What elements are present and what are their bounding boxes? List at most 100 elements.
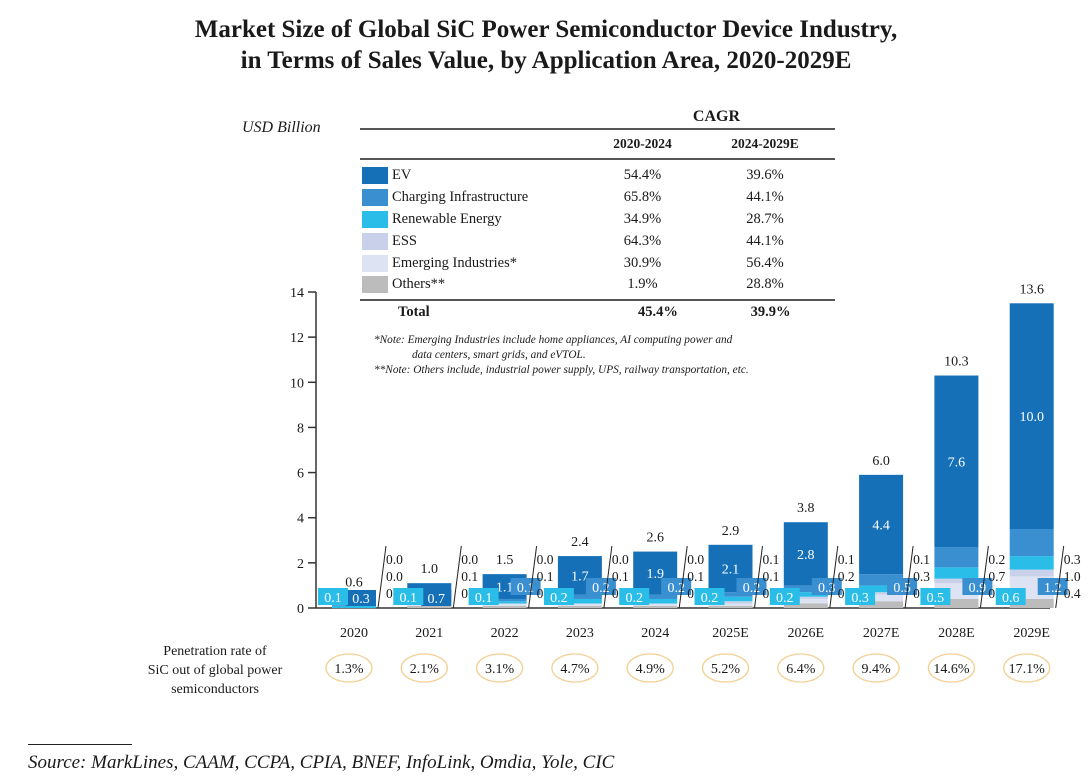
bar-segment-ev [934,375,979,548]
bar-segment-others [557,605,602,608]
small-segment-label: 0.2 [988,552,1005,567]
cagr-value-2024-2029e: 28.7% [746,210,784,227]
cagr-value-2024-2029e: 44.1% [746,232,784,249]
charging-label-bg [962,578,993,595]
callout-leader [754,545,763,609]
penetration-rate-value: 3.1% [485,662,515,677]
cagr-row: Others** 1.9% 28.8% [360,274,835,296]
bar-total-label: 1.5 [496,553,514,568]
ev-value-label: 0.7 [428,592,446,607]
x-tick-label: 2028E [938,626,975,641]
bar-segment-charging-infrastructure [934,547,979,568]
penetration-rate-value: 14.6% [933,662,970,677]
bar-total-label: 2.4 [571,535,589,550]
renewable-label-bg [920,588,951,605]
penetration-circle [927,653,976,683]
charging-value-label: 0.3 [818,581,836,596]
bar-segment-ess [783,596,828,599]
penetration-rate-value: 9.4% [862,662,892,677]
penetration-circle [475,653,524,683]
bar-segment-ev [783,522,828,586]
bar-segment-ess [708,601,753,604]
total-label: Total [398,304,430,321]
charging-label-bg [1037,578,1068,595]
callout-leader [678,545,688,609]
small-segment-label: 1.0 [1064,569,1081,584]
penetration-circle [626,653,674,683]
legend-label: Others** [392,276,446,293]
y-tick-label: 8 [297,421,304,436]
small-segment-label: 0.0 [386,552,403,567]
renewable-label-bg [845,588,876,605]
y-tick-label: 10 [290,376,304,391]
ev-value-label: 2.8 [797,548,815,563]
cagr-value-2020-2024: 64.3% [623,232,662,249]
penetration-label-line-3: semiconductors [171,682,259,697]
legend-swatch [362,167,388,185]
bar-segment-charging-infrastructure [557,594,602,599]
cagr-value-2020-2024: 1.9% [627,276,658,293]
small-segment-label: 0.4 [1064,586,1081,601]
cagr-header: CAGR [692,108,740,125]
cagr-value-2024-2029e: 44.1% [746,189,784,206]
ev-value-label: 2.1 [722,563,740,578]
small-segment-label: 0.1 [537,569,554,584]
penetration-rate-value: 1.3% [334,662,364,677]
bar-segment-ess [934,578,979,584]
ev-label-bg [421,590,452,606]
bar-segment-emerging-industries [557,603,602,606]
renewable-label-bg [769,588,800,605]
bar-segment-others [1009,598,1054,608]
callout-leader [528,545,538,609]
small-segment-label: 0.1 [612,569,629,584]
bar-segment-others [934,598,979,608]
bar-segment-others [708,605,753,608]
bar-segment-ess [1009,569,1054,577]
renewable-value-label: 0.2 [701,591,719,606]
bar-segment-others [407,605,452,608]
charging-label-bg [585,578,616,595]
bar-segment-emerging-industries [859,594,904,602]
x-tick-label: 2029E [1013,626,1050,641]
renewable-value-label: 0.3 [851,591,869,606]
charging-value-label: 1.2 [1044,581,1062,596]
cagr-value-2024-2029e: 56.4% [746,254,784,271]
cagr-value-2020-2024: 65.8% [623,189,662,206]
renewable-value-label: 0.1 [475,591,493,606]
penetration-rate-label: Penetration rate of SiC out of global po… [120,642,310,699]
ev-value-label: 10.0 [1019,410,1044,425]
callout-leader [377,545,387,609]
bar-total-label: 13.6 [1019,282,1044,297]
penetration-circle [701,653,750,683]
x-tick-label: 2020 [340,626,368,641]
ev-value-label: 1.7 [571,569,589,584]
y-tick-label: 14 [290,286,304,301]
total-cagr-2020-2024: 45.4% [637,304,678,321]
charging-label-bg [811,578,842,595]
cagr-value-2020-2024: 34.9% [623,210,662,227]
bar-segment-renewable-energy [783,592,828,597]
x-tick-label: 2026E [788,626,825,641]
callout-leader [603,545,613,609]
renewable-value-label: 0.2 [550,591,568,606]
charging-value-label: 0.5 [893,581,911,596]
footnotes: *Note: Emerging Industries include home … [374,333,749,378]
x-tick-label: 2021 [415,626,443,641]
callout-leader [1055,545,1065,609]
charging-value-label: 0.2 [743,581,761,596]
renewable-label-bg [318,588,348,605]
total-cagr-2024-2029e: 39.9% [750,304,791,321]
bar-segment-others [783,603,828,608]
penetration-rate-value: 4.7% [560,662,590,677]
penetration-rate-value: 4.9% [636,662,666,677]
penetration-circle [400,653,448,683]
cagr-total-row: Total 45.4% 39.9% [360,301,835,325]
charging-value-label: 0.9 [969,581,987,596]
renewable-label-bg [694,588,725,605]
legend-label: Renewable Energy [392,210,502,227]
legend-label: Emerging Industries* [392,254,517,271]
bar-segment-renewable-energy [859,585,904,593]
bar-segment-charging-infrastructure [859,574,904,586]
cagr-col-2020-2024: 2020-2024 [613,136,672,151]
